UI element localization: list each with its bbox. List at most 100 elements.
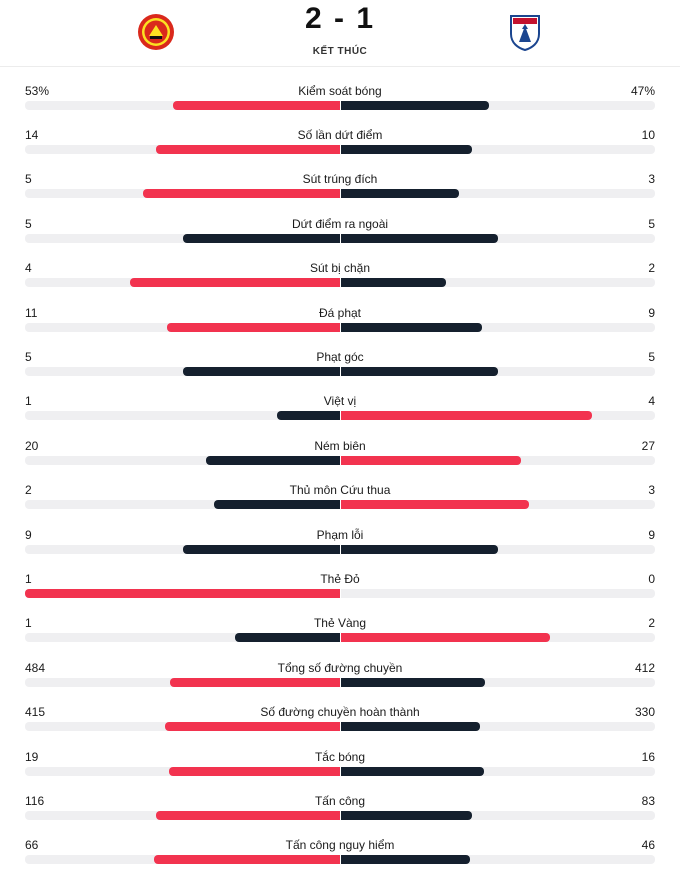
stat-away-track <box>341 589 655 598</box>
stat-home-track <box>25 722 340 731</box>
stat-label: Tắc bóng <box>314 750 366 764</box>
stat-away-track <box>341 456 655 465</box>
stat-away-value: 2 <box>648 261 655 275</box>
stat-label: Ném biên <box>314 439 366 453</box>
stat-away-track <box>341 722 655 731</box>
stat-home-bar <box>156 145 340 154</box>
stat-row: 66 Tấn công nguy hiểm 46 <box>0 838 680 868</box>
stat-away-bar <box>341 678 486 687</box>
stat-away-track <box>341 323 655 332</box>
stat-away-value: 5 <box>648 350 655 364</box>
stat-home-bar <box>214 500 340 509</box>
stat-away-track <box>341 278 655 287</box>
manchester-united-crest-icon[interactable] <box>136 12 176 52</box>
stat-label: Tấn công nguy hiểm <box>285 838 395 852</box>
stat-home-track <box>25 678 340 687</box>
stat-home-bar <box>154 855 340 864</box>
stat-home-track <box>25 633 340 642</box>
stat-home-value: 14 <box>25 128 39 142</box>
stat-home-value: 66 <box>25 838 39 852</box>
stat-home-bar <box>143 189 340 198</box>
stat-home-track <box>25 323 340 332</box>
stat-row: 415 Số đường chuyền hoàn thành 330 <box>0 705 680 735</box>
stat-away-bar <box>341 633 551 642</box>
stat-label: Số đường chuyền hoàn thành <box>260 705 420 719</box>
stat-label: Kiểm soát bóng <box>298 84 382 98</box>
stat-row: 20 Ném biên 27 <box>0 439 680 469</box>
stat-away-track <box>341 500 655 509</box>
stat-away-track <box>341 855 655 864</box>
stat-row: 9 Phạm lỗi 9 <box>0 528 680 558</box>
stat-home-value: 1 <box>25 572 32 586</box>
stat-away-value: 330 <box>634 705 655 719</box>
stat-row: 1 Thẻ Vàng 2 <box>0 616 680 646</box>
stat-label: Việt vị <box>323 394 357 408</box>
stat-row: 5 Phạt góc 5 <box>0 350 680 380</box>
stat-away-bar <box>341 855 471 864</box>
stat-label: Đá phạt <box>318 306 362 320</box>
stat-label: Tấn công <box>314 794 366 808</box>
stat-away-bar <box>341 500 530 509</box>
stat-away-track <box>341 234 655 243</box>
stat-home-value: 2 <box>25 483 32 497</box>
stat-row: 4 Sút bị chặn 2 <box>0 261 680 291</box>
stat-row: 53% Kiểm soát bóng 47% <box>0 84 680 114</box>
stat-away-track <box>341 767 655 776</box>
stat-home-bar <box>173 101 340 110</box>
stat-away-bar <box>341 367 498 376</box>
stat-home-value: 19 <box>25 750 39 764</box>
stat-away-bar <box>341 456 522 465</box>
stat-label: Thủ môn Cứu thua <box>289 483 391 497</box>
stat-home-bar <box>182 234 340 243</box>
stat-label: Sút bị chặn <box>309 261 371 275</box>
stat-home-track <box>25 145 340 154</box>
stat-away-bar <box>341 278 446 287</box>
stat-away-value: 3 <box>648 483 655 497</box>
stat-label: Thẻ Đỏ <box>320 572 360 586</box>
stat-label: Số lần dứt điểm <box>297 128 383 142</box>
stat-away-bar <box>341 101 489 110</box>
stat-away-track <box>341 411 655 420</box>
stat-away-bar <box>341 411 593 420</box>
stat-away-track <box>341 678 655 687</box>
stat-home-track <box>25 234 340 243</box>
stat-away-bar <box>341 722 481 731</box>
stat-home-value: 5 <box>25 172 32 186</box>
stat-home-track <box>25 367 340 376</box>
stat-home-value: 116 <box>25 794 45 808</box>
stat-label: Tổng số đường chuyền <box>277 661 403 675</box>
stat-home-bar <box>277 411 340 420</box>
stat-row: 5 Sút trúng đích 3 <box>0 172 680 202</box>
stat-home-value: 9 <box>25 528 32 542</box>
stat-away-value: 46 <box>641 838 655 852</box>
stat-home-value: 484 <box>25 661 46 675</box>
stat-away-bar <box>341 545 498 554</box>
stat-away-value: 3 <box>648 172 655 186</box>
stat-away-bar <box>341 811 472 820</box>
stat-away-track <box>341 545 655 554</box>
stat-home-value: 53% <box>25 84 50 98</box>
match-status: KẾT THÚC <box>312 46 368 57</box>
stat-away-value: 83 <box>641 794 655 808</box>
stat-away-value: 16 <box>641 750 655 764</box>
stat-home-bar <box>205 456 340 465</box>
stat-label: Phạt góc <box>316 350 364 364</box>
stat-home-track <box>25 278 340 287</box>
stat-home-bar <box>235 633 340 642</box>
stat-away-bar <box>341 323 483 332</box>
stat-away-track <box>341 811 655 820</box>
stat-away-value: 412 <box>634 661 655 675</box>
stat-label: Dứt điểm ra ngoài <box>291 217 389 231</box>
stat-home-bar <box>182 367 340 376</box>
stat-row: 1 Việt vị 4 <box>0 394 680 424</box>
stat-home-track <box>25 500 340 509</box>
stat-away-track <box>341 145 655 154</box>
stat-row: 19 Tắc bóng 16 <box>0 750 680 780</box>
crystal-palace-crest-icon[interactable] <box>505 12 545 52</box>
stat-home-track <box>25 101 340 110</box>
stat-away-value: 9 <box>648 306 655 320</box>
stat-home-track <box>25 545 340 554</box>
stat-home-track <box>25 189 340 198</box>
stat-row: 14 Số lần dứt điểm 10 <box>0 128 680 158</box>
stat-home-value: 5 <box>25 350 32 364</box>
